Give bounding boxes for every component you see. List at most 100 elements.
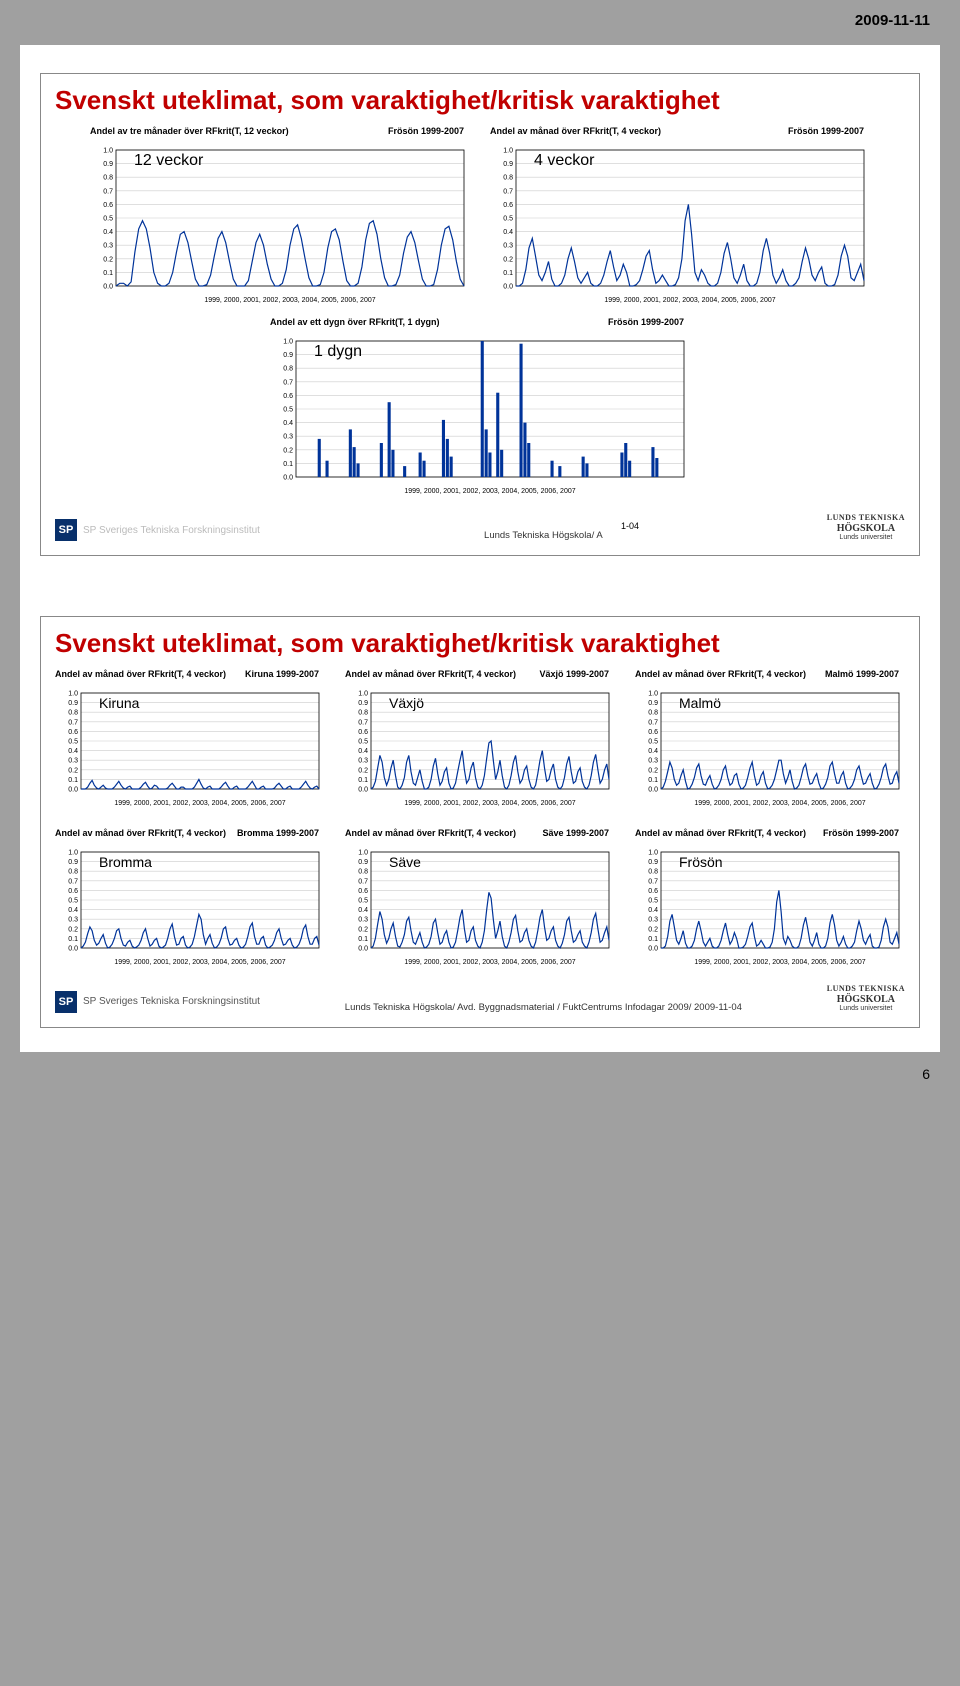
chart-malmö: Andel av månad över RFkrit(T, 4 veckor)M…	[635, 669, 905, 814]
svg-text:0.6: 0.6	[283, 393, 293, 400]
svg-text:0.7: 0.7	[283, 379, 293, 386]
svg-text:0.6: 0.6	[648, 729, 658, 736]
svg-text:0.8: 0.8	[358, 869, 368, 876]
svg-text:1.0: 1.0	[283, 338, 293, 345]
svg-text:1999, 2000, 2001, 2002, 2003,: 1999, 2000, 2001, 2002, 2003, 2004, 2005…	[404, 800, 575, 807]
chart-legend: Säve 1999-2007	[542, 828, 609, 838]
svg-text:0.1: 0.1	[358, 777, 368, 784]
svg-text:1.0: 1.0	[68, 691, 78, 698]
svg-text:0.4: 0.4	[503, 229, 513, 236]
svg-text:0.9: 0.9	[503, 161, 513, 168]
svg-text:0.3: 0.3	[68, 758, 78, 765]
svg-text:1.0: 1.0	[648, 691, 658, 698]
svg-text:1999, 2000, 2001, 2002, 2003,: 1999, 2000, 2001, 2002, 2003, 2004, 2005…	[404, 488, 575, 495]
svg-text:0.8: 0.8	[503, 175, 513, 182]
svg-text:0.9: 0.9	[68, 700, 78, 707]
svg-text:0.8: 0.8	[68, 710, 78, 717]
svg-text:0.7: 0.7	[68, 720, 78, 727]
svg-text:0.0: 0.0	[648, 787, 658, 794]
svg-text:1.0: 1.0	[358, 850, 368, 857]
svg-text:0.1: 0.1	[648, 777, 658, 784]
svg-text:0.6: 0.6	[68, 888, 78, 895]
svg-text:0.5: 0.5	[358, 898, 368, 905]
svg-text:0.6: 0.6	[68, 729, 78, 736]
svg-text:0.7: 0.7	[358, 879, 368, 886]
chart-växjö: Andel av månad över RFkrit(T, 4 veckor)V…	[345, 669, 615, 814]
chart-1dygn: Andel av ett dygn över RFkrit(T, 1 dygn)…	[270, 317, 690, 502]
svg-text:0.5: 0.5	[68, 739, 78, 746]
svg-text:0.3: 0.3	[503, 243, 513, 250]
svg-text:0.9: 0.9	[103, 161, 113, 168]
svg-text:0.5: 0.5	[648, 898, 658, 905]
chart-säve: Andel av månad över RFkrit(T, 4 veckor)S…	[345, 828, 615, 973]
slide-2: Svenskt uteklimat, som varaktighet/kriti…	[40, 616, 920, 1027]
chart-inner-label: Frösön	[679, 854, 723, 870]
svg-text:1.0: 1.0	[358, 691, 368, 698]
chart-inner-label: 12 veckor	[134, 152, 203, 170]
svg-text:0.0: 0.0	[103, 283, 113, 290]
svg-text:0.5: 0.5	[358, 739, 368, 746]
svg-text:0.3: 0.3	[68, 917, 78, 924]
chart-inner-label: Säve	[389, 854, 421, 870]
svg-text:1999, 2000, 2001, 2002, 2003,: 1999, 2000, 2001, 2002, 2003, 2004, 2005…	[114, 800, 285, 807]
svg-text:0.0: 0.0	[358, 946, 368, 953]
chart-legend: Frösön 1999-2007	[823, 828, 899, 838]
svg-text:0.7: 0.7	[103, 188, 113, 195]
svg-text:0.8: 0.8	[283, 366, 293, 373]
svg-text:1999, 2000, 2001, 2002, 2003,: 1999, 2000, 2001, 2002, 2003, 2004, 2005…	[204, 297, 375, 304]
chart-inner-label: Bromma	[99, 854, 152, 870]
chart-12veckor: Andel av tre månader över RFkrit(T, 12 v…	[90, 126, 470, 311]
svg-text:0.2: 0.2	[68, 927, 78, 934]
svg-text:0.2: 0.2	[503, 256, 513, 263]
svg-text:0.5: 0.5	[503, 215, 513, 222]
sp-logo-icon: SP	[55, 519, 77, 541]
svg-text:0.2: 0.2	[358, 768, 368, 775]
svg-text:0.4: 0.4	[68, 907, 78, 914]
chart-kiruna: Andel av månad över RFkrit(T, 4 veckor)K…	[55, 669, 325, 814]
svg-text:0.3: 0.3	[358, 758, 368, 765]
svg-text:0.2: 0.2	[103, 256, 113, 263]
slide1-top-row: Andel av tre månader över RFkrit(T, 12 v…	[55, 126, 905, 311]
svg-text:0.7: 0.7	[358, 720, 368, 727]
svg-text:0.1: 0.1	[103, 270, 113, 277]
slide2-row2: Andel av månad över RFkrit(T, 4 veckor)B…	[55, 828, 905, 973]
svg-text:0.4: 0.4	[283, 420, 293, 427]
slide1-footer: SP SP Sveriges Tekniska Forskningsinstit…	[55, 514, 905, 541]
svg-text:0.0: 0.0	[68, 787, 78, 794]
svg-text:0.5: 0.5	[648, 739, 658, 746]
svg-text:0.8: 0.8	[648, 710, 658, 717]
svg-text:0.3: 0.3	[358, 917, 368, 924]
sp-logo-icon: SP	[55, 991, 77, 1013]
svg-text:0.9: 0.9	[648, 859, 658, 866]
chart-inner-label: 4 veckor	[534, 152, 594, 170]
slide2-title: Svenskt uteklimat, som varaktighet/kriti…	[55, 629, 905, 659]
slide1-footer-text: Lunds Tekniska Högskola/ A	[484, 530, 603, 541]
svg-text:0.4: 0.4	[358, 907, 368, 914]
svg-text:0.7: 0.7	[648, 879, 658, 886]
svg-text:0.9: 0.9	[648, 700, 658, 707]
svg-text:0.5: 0.5	[68, 898, 78, 905]
svg-text:0.9: 0.9	[358, 700, 368, 707]
slide1-bottom-row: Andel av ett dygn över RFkrit(T, 1 dygn)…	[55, 317, 905, 502]
svg-text:0.2: 0.2	[648, 768, 658, 775]
chart-inner-label: Malmö	[679, 695, 721, 711]
svg-text:0.8: 0.8	[648, 869, 658, 876]
chart-4veckor: Andel av månad över RFkrit(T, 4 veckor)F…	[490, 126, 870, 311]
svg-text:0.2: 0.2	[68, 768, 78, 775]
lund-logo: LUNDS TEKNISKA HÖGSKOLA Lunds universite…	[827, 985, 905, 1012]
svg-text:0.7: 0.7	[68, 879, 78, 886]
svg-text:0.4: 0.4	[648, 748, 658, 755]
chart-legend: Frösön 1999-2007	[788, 126, 864, 136]
slide1-title: Svenskt uteklimat, som varaktighet/kriti…	[55, 86, 905, 116]
svg-text:0.6: 0.6	[103, 202, 113, 209]
slide2-footer-text: Lunds Tekniska Högskola/ Avd. Byggnadsma…	[345, 1002, 742, 1013]
svg-text:0.6: 0.6	[648, 888, 658, 895]
chart-legend: Frösön 1999-2007	[388, 126, 464, 136]
svg-text:0.9: 0.9	[68, 859, 78, 866]
svg-text:0.7: 0.7	[648, 720, 658, 727]
svg-text:0.4: 0.4	[648, 907, 658, 914]
svg-text:0.3: 0.3	[648, 758, 658, 765]
svg-text:0.2: 0.2	[648, 927, 658, 934]
chart-legend: Bromma 1999-2007	[237, 828, 319, 838]
svg-text:1999, 2000, 2001, 2002, 2003,: 1999, 2000, 2001, 2002, 2003, 2004, 2005…	[694, 800, 865, 807]
